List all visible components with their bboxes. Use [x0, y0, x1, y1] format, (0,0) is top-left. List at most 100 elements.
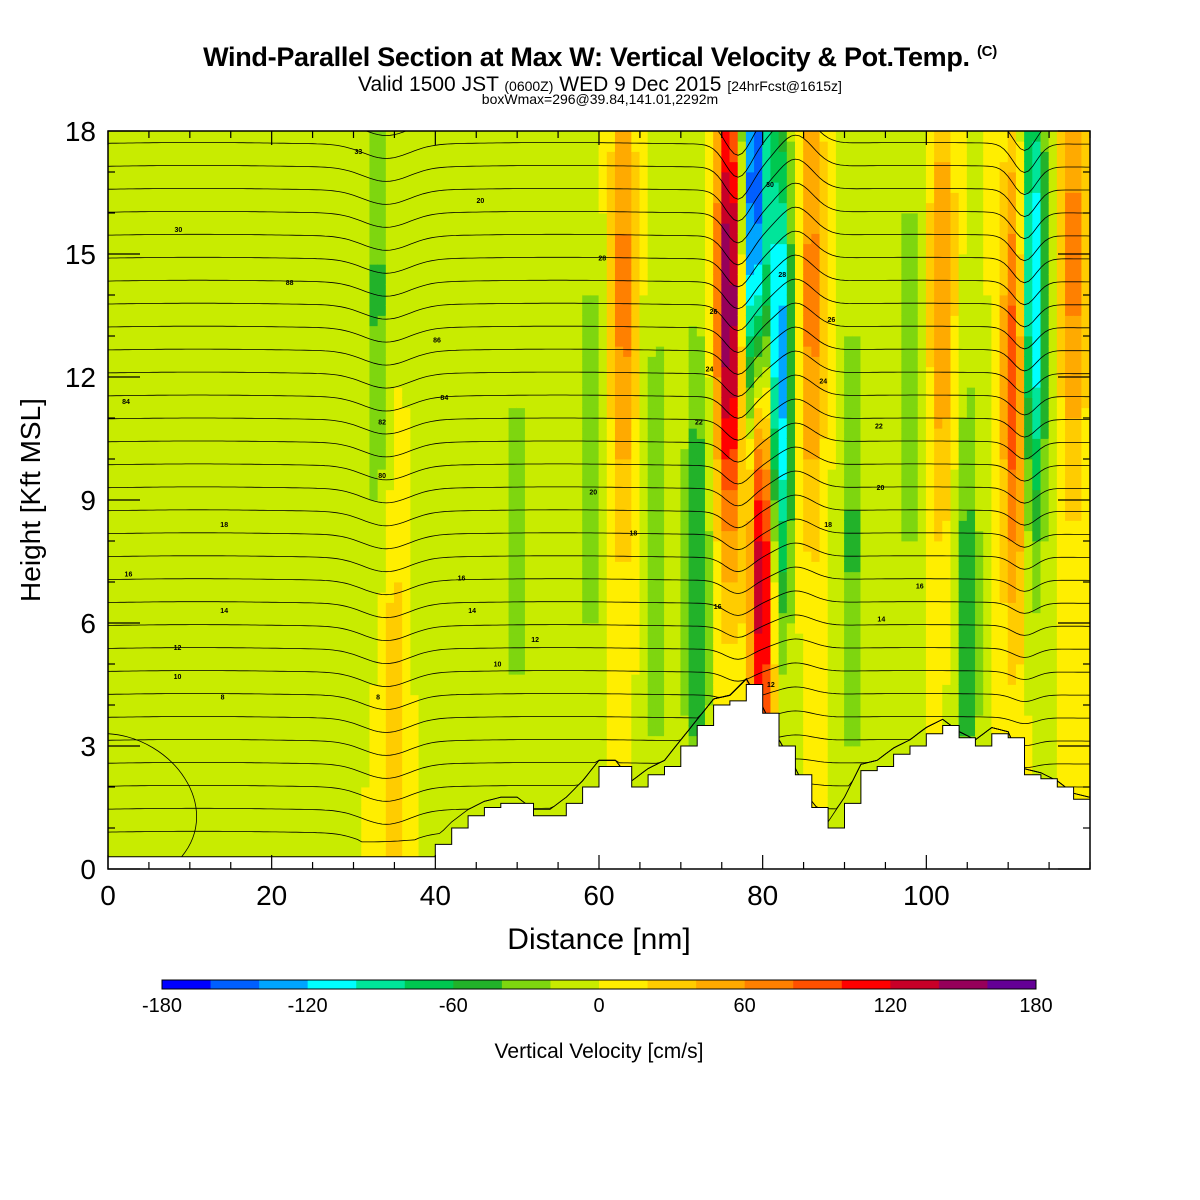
- velocity-cell: [541, 581, 551, 593]
- velocity-cell: [213, 796, 223, 808]
- velocity-cell: [328, 253, 338, 265]
- velocity-cell: [426, 776, 436, 788]
- velocity-cell: [353, 294, 363, 306]
- velocity-cell: [394, 499, 403, 511]
- velocity-cell: [467, 786, 477, 798]
- velocity-cell: [533, 571, 543, 583]
- velocity-cell: [304, 540, 313, 552]
- velocity-cell: [115, 817, 125, 829]
- velocity-cell: [279, 499, 289, 511]
- velocity-cell: [115, 489, 125, 501]
- velocity-cell: [647, 745, 657, 757]
- velocity-cell: [614, 755, 624, 767]
- velocity-cell: [304, 263, 313, 275]
- velocity-cell: [647, 407, 657, 419]
- velocity-cell: [205, 745, 215, 757]
- velocity-cell: [181, 561, 191, 573]
- velocity-cell: [434, 725, 444, 737]
- velocity-cell: [140, 345, 150, 357]
- velocity-cell: [451, 622, 461, 634]
- velocity-cell: [336, 550, 346, 562]
- velocity-cell: [385, 673, 395, 685]
- velocity-cell: [418, 386, 428, 398]
- velocity-cell: [459, 602, 469, 614]
- velocity-cell: [173, 427, 183, 439]
- velocity-cell: [672, 632, 682, 644]
- velocity-cell: [369, 745, 379, 757]
- velocity-cell: [369, 684, 379, 696]
- velocity-cell: [189, 673, 199, 685]
- velocity-cell: [385, 725, 395, 737]
- velocity-cell: [140, 714, 150, 726]
- velocity-cell: [541, 632, 551, 644]
- velocity-cell: [655, 622, 665, 634]
- velocity-cell: [164, 663, 174, 675]
- velocity-cell: [115, 735, 125, 747]
- velocity-cell: [140, 212, 150, 224]
- velocity-cell: [222, 571, 232, 583]
- velocity-cell: [614, 253, 624, 265]
- velocity-cell: [205, 345, 215, 357]
- velocity-cell: [557, 151, 567, 163]
- velocity-cell: [582, 489, 592, 501]
- velocity-cell: [295, 632, 305, 644]
- velocity-cell: [295, 561, 305, 573]
- velocity-cell: [263, 356, 273, 368]
- velocity-cell: [565, 550, 575, 562]
- velocity-cell: [451, 602, 461, 614]
- velocity-cell: [623, 253, 633, 265]
- velocity-cell: [295, 417, 305, 429]
- velocity-cell: [279, 345, 289, 357]
- velocity-cell: [410, 571, 420, 583]
- velocity-cell: [295, 243, 305, 255]
- velocity-cell: [320, 345, 330, 357]
- velocity-cell: [263, 786, 273, 798]
- velocity-cell: [590, 448, 600, 460]
- velocity-cell: [565, 694, 575, 706]
- velocity-cell: [312, 786, 322, 798]
- velocity-cell: [197, 550, 207, 562]
- velocity-cell: [108, 253, 117, 265]
- velocity-cell: [115, 233, 125, 245]
- velocity-cell: [606, 591, 616, 603]
- velocity-cell: [639, 704, 649, 716]
- velocity-cell: [353, 848, 363, 860]
- velocity-cell: [123, 581, 133, 593]
- velocity-cell: [459, 427, 469, 439]
- velocity-cell: [222, 581, 232, 593]
- velocity-cell: [557, 786, 567, 798]
- velocity-cell: [115, 725, 125, 737]
- velocity-cell: [336, 417, 346, 429]
- velocity-cell: [369, 345, 379, 357]
- velocity-cell: [524, 356, 534, 368]
- velocity-cell: [655, 366, 665, 378]
- velocity-cell: [484, 233, 494, 245]
- velocity-cell: [279, 673, 289, 685]
- velocity-cell: [222, 602, 232, 614]
- velocity-cell: [287, 233, 297, 245]
- velocity-cell: [140, 253, 150, 265]
- velocity-cell: [254, 653, 264, 665]
- velocity-cell: [377, 192, 387, 204]
- velocity-cell: [443, 294, 453, 306]
- velocity-cell: [533, 489, 543, 501]
- velocity-cell: [394, 397, 403, 409]
- velocity-cell: [108, 571, 117, 583]
- velocity-cell: [484, 386, 494, 398]
- velocity-cell: [246, 356, 256, 368]
- velocity-cell: [451, 233, 461, 245]
- velocity-cell: [443, 448, 453, 460]
- velocity-cell: [263, 561, 273, 573]
- velocity-cell: [606, 725, 616, 737]
- velocity-cell: [598, 192, 608, 204]
- velocity-cell: [304, 448, 313, 460]
- velocity-cell: [353, 622, 363, 634]
- velocity-cell: [492, 725, 502, 737]
- velocity-cell: [402, 684, 412, 696]
- velocity-cell: [271, 304, 281, 316]
- velocity-cell: [557, 448, 567, 460]
- velocity-cell: [148, 386, 158, 398]
- velocity-cell: [108, 161, 117, 173]
- velocity-cell: [475, 212, 485, 224]
- velocity-cell: [148, 663, 158, 675]
